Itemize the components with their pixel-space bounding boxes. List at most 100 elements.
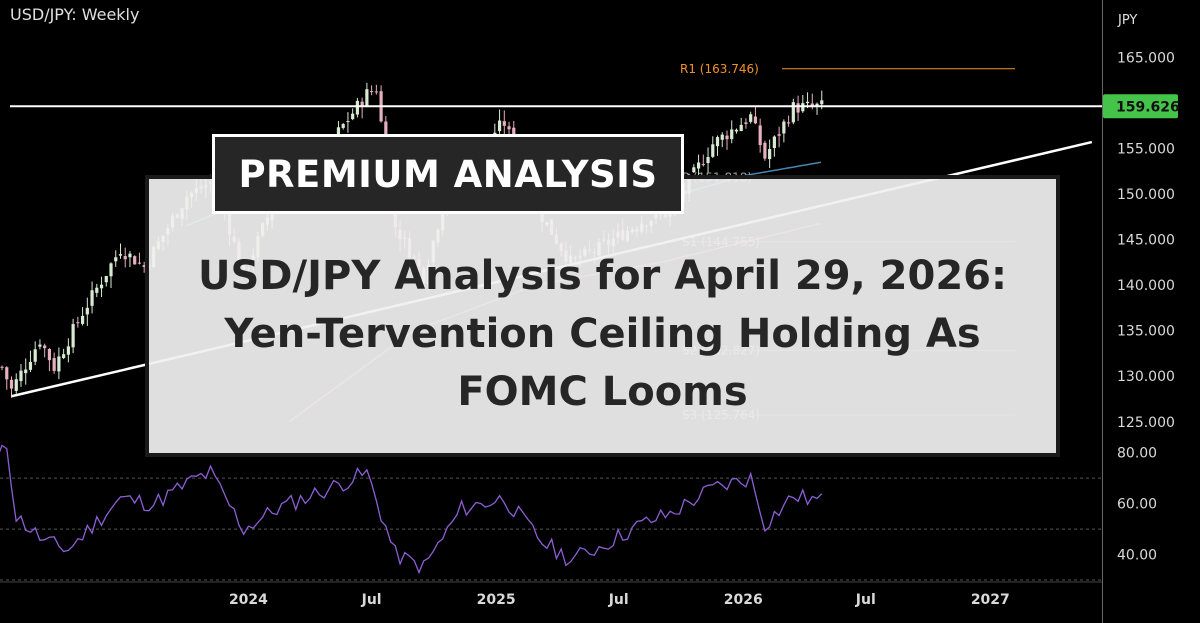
candle-body-157 [744,122,748,124]
candle-body-172 [815,103,819,106]
candle-body-75 [355,100,360,115]
analysis-title-line-3: FOMC Looms [457,369,748,415]
candle-body-9 [43,345,47,349]
time-tick-label-3: Jul [608,592,629,608]
candle-body-105 [497,120,502,132]
candle-body-156 [739,124,743,132]
candle-body-107 [507,126,511,130]
current-price-badge [1103,94,1178,119]
pivot-label-0: R1 (163.746) [680,62,759,76]
candle-body-15 [71,324,75,348]
candle-body-77 [365,89,369,107]
candle-body-73 [346,121,350,123]
time-tick-label-2: 2025 [477,592,516,608]
price-tick-label-0: 165.000 [1117,50,1175,66]
candle-body-8 [38,344,42,347]
candle-body-173 [820,100,824,105]
analysis-title-line-2: Yen-Tervention Ceiling Holding As [224,311,981,357]
candle-body-152 [720,134,724,140]
candle-body-148 [701,164,705,166]
candle-body-149 [706,157,710,164]
candle-body-13 [62,354,66,359]
candle-body-17 [80,315,85,324]
candle-body-155 [734,129,739,132]
candle-body-164 [777,134,781,136]
candle-body-150 [711,144,715,157]
rsi-tick-label-1: 60.00 [1117,497,1157,513]
candle-body-158 [749,114,753,122]
candle-body-28 [133,256,137,265]
candle-body-170 [805,101,810,104]
current-price-label: 159.626 [1116,99,1180,115]
candle-body-72 [341,124,345,128]
candle-body-29 [137,262,142,264]
candle-body-0 [0,366,4,368]
candle-body-168 [796,103,800,113]
analysis-title: USD/JPY Analysis for April 29, 2026: Yen… [145,247,1060,421]
time-tick-label-1: Jul [361,592,382,608]
candle-body-160 [758,125,762,146]
analysis-title-line-1: USD/JPY Analysis for April 29, 2026: [198,253,1007,299]
time-tick-label-5: Jul [855,592,876,608]
time-tick-label-6: 2027 [971,592,1010,608]
candle-body-18 [85,307,89,315]
candle-body-153 [725,135,729,140]
candle-body-161 [763,142,767,159]
candle-body-106 [502,121,506,126]
candle-body-7 [33,349,37,362]
price-tick-label-5: 140.000 [1117,278,1175,294]
candle-body-147 [696,162,701,169]
price-tick-label-6: 135.000 [1117,324,1175,340]
candle-body-162 [768,149,772,160]
price-tick-label-2: 155.000 [1117,141,1175,157]
candle-body-27 [128,253,132,258]
time-tick-label-4: 2026 [724,592,763,608]
candle-body-159 [753,116,758,124]
candle-body-24 [114,257,118,262]
candle-body-154 [730,129,734,140]
candle-body-2 [9,379,14,389]
candle-body-167 [791,102,795,123]
candle-body-4 [19,370,23,382]
price-tick-label-4: 145.000 [1117,233,1175,249]
candle-body-23 [109,263,113,277]
candle-body-20 [95,287,99,293]
candle-body-74 [351,113,355,120]
rsi-line [0,444,823,575]
candle-body-71 [336,127,341,137]
candle-body-165 [782,121,786,134]
currency-label: JPY [1117,13,1137,28]
candle-body-26 [123,256,127,260]
candle-body-171 [810,103,814,106]
candle-body-78 [370,91,374,93]
candle-body-76 [360,101,364,107]
time-tick-label-0: 2024 [229,592,268,608]
candle-body-12 [57,356,61,372]
candle-body-14 [66,346,70,355]
price-tick-label-8: 125.000 [1117,415,1175,431]
candle-body-22 [104,275,108,283]
candle-body-3 [14,379,18,391]
candle-body-21 [99,284,104,289]
candle-body-10 [47,349,52,361]
candle-body-30 [142,265,146,267]
price-tick-label-7: 130.000 [1117,369,1175,385]
rsi-tick-label-2: 40.00 [1117,548,1157,564]
price-tick-label-3: 150.000 [1117,187,1175,203]
candle-body-166 [786,122,791,124]
candle-body-11 [52,358,56,371]
candle-body-19 [90,290,94,306]
candle-body-79 [374,91,378,93]
candle-body-25 [118,254,123,256]
candle-body-146 [692,167,696,173]
candle-body-5 [24,369,28,374]
premium-badge-label: PREMIUM ANALYSIS [238,152,658,196]
candle-body-6 [28,362,33,370]
rsi-tick-label-0: 80.00 [1117,446,1157,462]
candle-body-16 [76,322,80,324]
candle-body-151 [715,137,720,147]
candle-body-163 [772,136,776,149]
candle-body-1 [5,367,9,380]
chart-title: USD/JPY: Weekly [10,5,139,24]
